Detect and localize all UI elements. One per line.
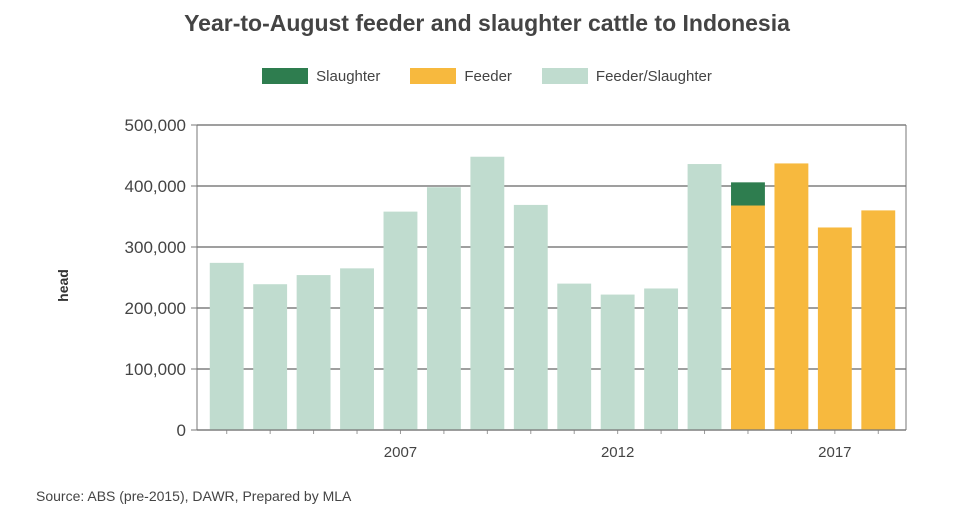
legend-item-slaughter: Slaughter	[262, 64, 380, 88]
y-axis-label: head	[55, 269, 71, 302]
y-tick-label: 0	[177, 421, 186, 440]
bar-feeder-slaughter-2003	[209, 262, 244, 430]
bar-feeder-slaughter-2008	[426, 187, 461, 430]
chart-legend: Slaughter Feeder Feeder/Slaughter	[0, 64, 974, 88]
bar-feeder-slaughter-2005	[296, 275, 331, 430]
chart-title: Year-to-August feeder and slaughter catt…	[184, 10, 790, 36]
bar-feeder-slaughter-2004	[253, 284, 288, 430]
legend-label-slaughter: Slaughter	[316, 67, 381, 85]
bar-feeder-2018	[861, 210, 896, 430]
bar-feeder-slaughter-2006	[340, 268, 374, 430]
legend-swatch-feeder	[410, 68, 457, 84]
y-tick-label: 100,000	[125, 360, 186, 379]
legend-item-feeder: Feeder	[410, 64, 512, 88]
legend-swatch-slaughter	[262, 68, 309, 84]
bar-feeder-2016	[774, 163, 809, 430]
bar-feeder-slaughter-2011	[557, 283, 592, 430]
bar-feeder-slaughter-2009	[470, 156, 505, 430]
x-tick-label: 2007	[384, 444, 417, 461]
y-tick-label: 400,000	[125, 177, 186, 196]
bar-feeder-slaughter-2010	[513, 204, 548, 430]
x-tick-label: 2012	[601, 444, 634, 461]
x-tick-label: 2017	[818, 444, 851, 461]
bar-feeder-slaughter-2007	[383, 211, 418, 430]
bar-feeder-2015	[731, 205, 765, 430]
y-tick-label: 500,000	[125, 116, 186, 135]
bar-feeder-slaughter-2013	[644, 288, 679, 430]
legend-label-feeder: Feeder	[464, 67, 512, 85]
legend-swatch-feeder-slaughter	[541, 68, 588, 84]
bar-feeder-2017	[817, 227, 852, 430]
y-tick-label: 300,000	[125, 238, 186, 257]
bar-feeder-slaughter-2014	[687, 164, 722, 431]
legend-item-feeder-slaughter: Feeder/Slaughter	[541, 64, 712, 88]
y-tick-label: 200,000	[125, 299, 186, 318]
bar-feeder-slaughter-2012	[600, 294, 635, 430]
bar-slaughter-2015	[731, 182, 765, 206]
source-note: Source: ABS (pre-2015), DAWR, Prepared b…	[36, 488, 352, 504]
legend-label-feeder-slaughter: Feeder/Slaughter	[595, 67, 712, 85]
